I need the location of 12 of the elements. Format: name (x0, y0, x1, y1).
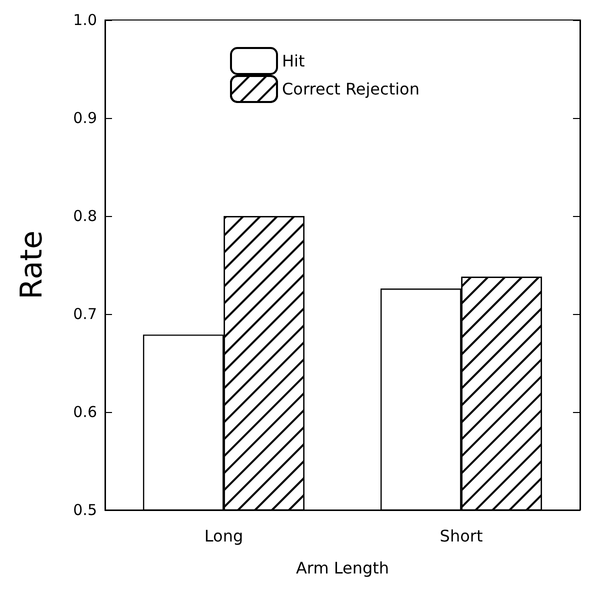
y-tick-label: 0.7 (73, 305, 97, 323)
x-tick-label: Long (204, 526, 244, 546)
y-tick-label: 0.8 (73, 207, 97, 225)
y-axis-title: Rate (14, 230, 50, 300)
y-tick-label: 0.6 (73, 403, 97, 421)
legend-label: Hit (282, 52, 305, 70)
legend-label: Correct Rejection (282, 80, 420, 98)
y-tick-label: 0.9 (73, 109, 97, 127)
y-tick-label: 0.5 (73, 501, 97, 519)
x-tick-label: Short (440, 526, 483, 546)
x-axis-title: Arm Length (296, 558, 390, 578)
y-tick-label: 1.0 (73, 11, 97, 29)
